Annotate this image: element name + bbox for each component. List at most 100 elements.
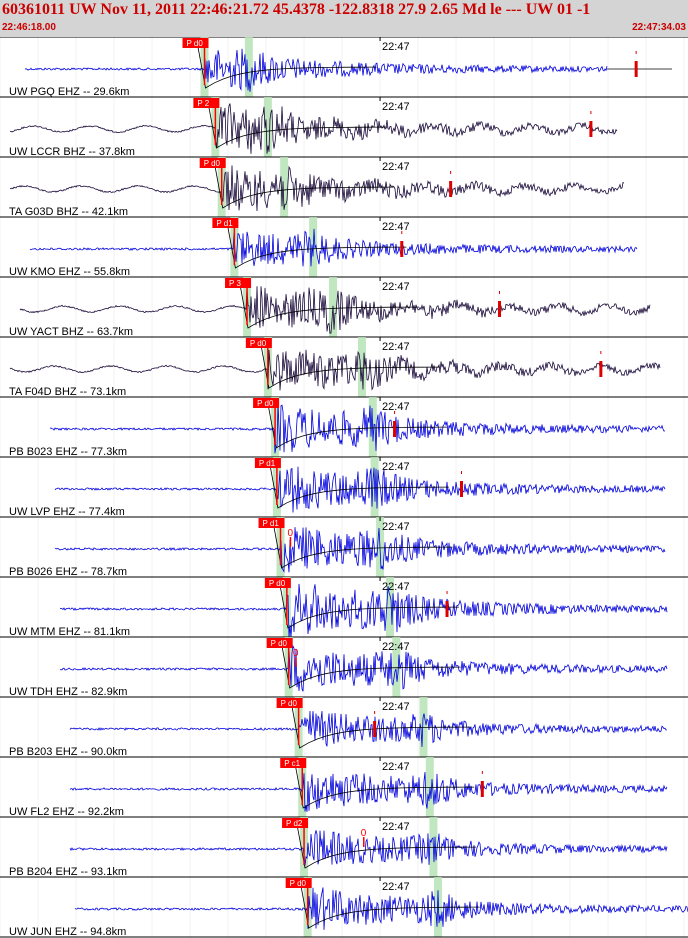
minute-label: 22:47 [382,41,410,53]
pick-label: P c1 [284,759,300,768]
pick-label: P 3 [229,279,241,288]
coda-curve [272,518,453,569]
waveform-trace [60,644,668,692]
minute-label: 22:47 [382,461,410,473]
station-label: UW MTM EHZ -- 81.1km [9,626,130,638]
pick-box [282,818,309,828]
coda-curve [259,338,440,389]
station-label: UW KMO EHZ -- 55.8km [9,266,130,278]
minute-label: 22:47 [382,161,410,173]
minute-label: 22:47 [382,581,410,593]
waveform-trace [59,583,668,638]
waveform-trace [49,403,666,454]
station-label: UW LVP EHZ -- 77.4km [9,506,125,518]
pick-label: P d0 [187,39,204,48]
coda-curve [266,398,448,449]
coda-curve [278,578,459,629]
waveform-trace [69,830,668,866]
seismogram-plot: 22:47 P d0 UW PGQ EHZ -- 29.6km 22:47 P 2 UW … [0,37,688,938]
coda-end-marker [460,481,464,497]
minute-label: 22:47 [382,521,410,533]
coda-curve [238,278,419,329]
pick-marker: 0 [293,648,299,659]
minute-label: 22:47 [382,221,410,233]
pick-label: P d0 [204,159,221,168]
waveform-trace [54,527,666,573]
minute-label: 22:47 [382,641,410,653]
s-phase-band [386,577,395,637]
waveform-trace [69,710,668,748]
minute-label: 22:47 [382,761,410,773]
pick-box [285,878,312,888]
coda-curve [280,638,461,689]
pick-label: P d0 [269,579,286,588]
coda-curve [290,698,471,749]
minute-label: 22:47 [382,341,410,353]
pick-box [245,338,272,348]
waveform-trace [24,48,608,92]
coda-end-marker [599,361,603,377]
station-label: UW TDH EHZ -- 82.9km [9,686,127,698]
coda-end-marker [393,421,397,437]
coda-curve [268,458,449,509]
event-title: 60361011 UW Nov 11, 2011 22:46:21.72 45.… [2,1,591,18]
coda-curve [207,98,388,149]
pick-box [258,518,285,528]
waveform-trace [9,165,625,212]
station-label: UW YACT BHZ -- 63.7km [9,326,133,338]
pick-marker: 0 [287,528,293,539]
coda-end-marker [449,181,453,197]
pick-box [225,278,252,288]
station-label: UW JUN EHZ -- 94.8km [9,926,126,938]
coda-end-marker [400,241,404,257]
waveform-trace [29,228,638,267]
pick-label: P d0 [281,699,298,708]
time-start-label: 22:46:18.00 [2,22,56,33]
waveform-trace [9,103,618,154]
s-phase-band [263,97,272,157]
station-label: UW FL2 EHZ -- 92.2km [9,806,124,818]
coda-end-marker [634,61,638,77]
station-label: PB B026 EHZ -- 78.7km [9,566,127,578]
pick-label: P d0 [257,399,274,408]
s-phase-band [419,697,428,757]
pick-box [266,638,293,648]
station-label: PB B204 EHZ -- 93.1km [9,866,127,878]
pick-label: P d0 [290,879,307,888]
coda-end-marker [498,301,502,317]
pick-box [280,758,307,768]
pick-label: P d0 [271,639,288,648]
pick-label: P d0 [250,339,267,348]
pick-label: P d1 [216,219,233,228]
station-label: TA G03D BHZ -- 42.1km [9,206,128,218]
minute-label: 22:47 [382,821,410,833]
pick-marker: 0 [361,828,367,839]
pick-box [193,98,220,108]
pick-box [253,398,280,408]
coda-curve [293,758,475,809]
minute-label: 22:47 [382,401,410,413]
station-label: UW PGQ EHZ -- 29.6km [9,86,129,98]
time-end-label: 22:47:34.03 [632,22,686,33]
waveform-trace [9,349,661,391]
s-phase-band [392,637,401,697]
pick-label: P d1 [259,459,276,468]
s-phase-band [280,157,289,217]
station-label: UW LCCR BHZ -- 37.8km [9,146,135,158]
station-label: TA F04D BHZ -- 73.1km [9,386,126,398]
station-label: PB B203 EHZ -- 90.0km [9,746,127,758]
coda-curve [196,38,377,89]
coda-curve [213,158,394,209]
pick-label: P d2 [286,819,303,828]
waveform-trace [19,286,651,334]
coda-end-marker [589,121,593,137]
pick-label: P d1 [263,519,280,528]
minute-label: 22:47 [382,881,410,893]
coda-end-marker [445,601,449,617]
waveform-trace [69,771,668,812]
s-phase-band [357,337,366,397]
minute-label: 22:47 [382,701,410,713]
pick-box [264,578,291,588]
coda-curve [226,218,407,269]
